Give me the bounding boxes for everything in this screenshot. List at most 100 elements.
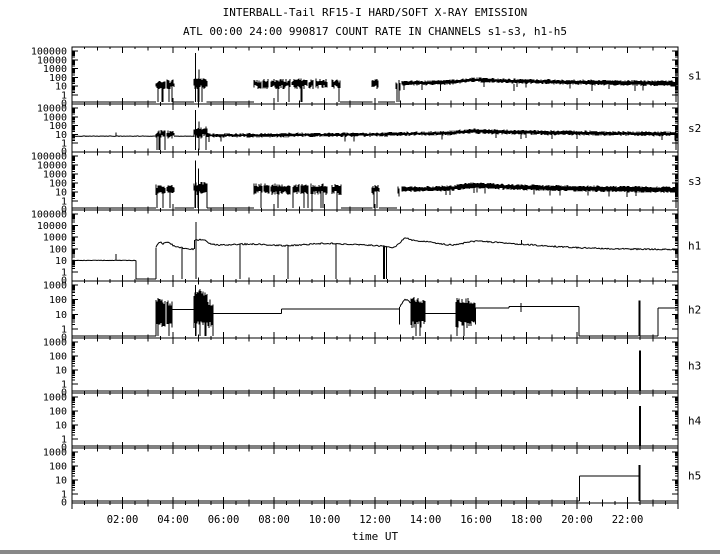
x-axis-label: time UT — [352, 530, 399, 543]
ytick-label: 1 — [61, 91, 67, 102]
channel-label-s1: s1 — [688, 70, 701, 83]
ytick-label: 0 — [61, 276, 67, 287]
x-tick-labels: 02:00 04:00 06:00 08:00 10:00 12:00 14:00 16:00… — [107, 514, 644, 526]
x-tick-label: 18:00 — [511, 514, 543, 526]
ytick-label: 10000 — [37, 104, 67, 115]
x-tick-label: 10:00 — [309, 514, 341, 526]
ytick-labels-h3: 1000 100 10 10 — [43, 338, 67, 399]
panel-ticks-h4 — [71, 393, 679, 448]
ytick-label: 100 — [49, 295, 67, 306]
plot-area: 1000001000010001001010s11000010001001010… — [31, 46, 702, 526]
ytick-label: 0 — [61, 388, 67, 399]
ytick-label: 0 — [61, 498, 67, 509]
chart-subtitle: ATL 00:00 24:00 990817 COUNT RATE IN CHA… — [183, 25, 567, 38]
ytick-label: 1000 — [43, 393, 67, 404]
panel-ticks-s2 — [71, 104, 679, 152]
ytick-label: 100 — [49, 179, 67, 190]
ytick-labels-h2: 1000 100 10 10 — [43, 281, 67, 344]
ytick-label: 0 — [61, 147, 67, 158]
channel-label-h3: h3 — [688, 360, 701, 373]
panel-h5: 1000 100 10 10 h5 — [43, 447, 701, 509]
chart-title: INTERBALL-Tail RF15-I HARD/SOFT X-RAY EM… — [223, 6, 528, 19]
ytick-label: 1000 — [43, 112, 67, 123]
series-h1 — [71, 222, 679, 280]
ytick-label: 10 — [55, 366, 67, 377]
channel-label-s3: s3 — [688, 175, 701, 188]
panel-ticks-h1 — [71, 210, 679, 281]
channel-label-h4: h4 — [688, 415, 702, 428]
channel-label-h5: h5 — [688, 470, 701, 483]
ytick-label: 1000 — [43, 281, 67, 292]
ytick-label: 1 — [61, 139, 67, 150]
channel-label-h2: h2 — [688, 304, 701, 317]
x-axis-ticks — [71, 503, 679, 509]
x-tick-label: 12:00 — [359, 514, 391, 526]
ytick-label: 10000 — [37, 55, 67, 66]
x-tick-label: 04:00 — [157, 514, 189, 526]
ytick-label: 0 — [61, 205, 67, 216]
ytick-label: 1 — [61, 325, 67, 336]
ytick-label: 10 — [55, 310, 67, 321]
series-s3 — [72, 160, 679, 209]
panel-ticks-h2 — [71, 281, 679, 338]
ytick-label: 1000 — [43, 170, 67, 181]
ytick-label: 100 — [49, 73, 67, 84]
ytick-label: 100000 — [31, 152, 67, 163]
ytick-label: 1 — [61, 197, 67, 208]
ytick-label: 1000 — [43, 448, 67, 459]
ytick-label: 100000 — [31, 47, 67, 58]
ytick-label: 1000 — [43, 64, 67, 75]
ytick-label: 10 — [55, 188, 67, 199]
ytick-label: 10 — [55, 256, 67, 267]
series-h5 — [72, 464, 678, 502]
panel-h4: 1000 100 10 10 h4 — [43, 392, 702, 454]
ytick-label: 0 — [61, 333, 67, 344]
ytick-label: 1 — [61, 268, 67, 279]
ytick-label: 1 — [61, 490, 67, 501]
ytick-label: 10 — [55, 476, 67, 487]
ytick-label: 100 — [49, 462, 67, 473]
x-tick-label: 14:00 — [410, 514, 442, 526]
ytick-label: 1 — [61, 435, 67, 446]
series-h2 — [72, 285, 678, 337]
channel-label-h1: h1 — [688, 240, 701, 253]
ytick-labels-h4: 1000 100 10 10 — [43, 393, 67, 454]
panel-h2: 1000 100 10 10 h2 — [43, 280, 701, 344]
ytick-label: 0 — [61, 99, 67, 110]
x-tick-label: 22:00 — [612, 514, 644, 526]
series-s1 — [72, 52, 679, 103]
series-h3 — [72, 350, 678, 392]
x-tick-label: 16:00 — [460, 514, 492, 526]
x-tick-label: 02:00 — [107, 514, 139, 526]
channel-label-s2: s2 — [688, 122, 701, 135]
ytick-label: 100 — [49, 121, 67, 132]
panel-ticks-h3 — [71, 338, 679, 393]
x-tick-label: 06:00 — [208, 514, 240, 526]
ytick-label: 1000 — [43, 338, 67, 349]
ytick-label: 100 — [49, 407, 67, 418]
x-tick-label: 20:00 — [561, 514, 593, 526]
series-s2 — [72, 109, 679, 150]
ytick-label: 1 — [61, 380, 67, 391]
x-tick-label: 08:00 — [258, 514, 290, 526]
series-h4 — [72, 406, 678, 447]
ytick-label: 100 — [49, 244, 67, 255]
ytick-label: 10000 — [37, 221, 67, 232]
ytick-label: 10000 — [37, 161, 67, 172]
ytick-label: 0 — [61, 443, 67, 454]
ytick-label: 100 — [49, 352, 67, 363]
ytick-label: 10 — [55, 130, 67, 141]
ytick-label: 10 — [55, 421, 67, 432]
panel-h3: 1000 100 10 10 h3 — [43, 337, 701, 399]
ytick-labels-h5: 1000 100 10 10 — [43, 448, 67, 509]
